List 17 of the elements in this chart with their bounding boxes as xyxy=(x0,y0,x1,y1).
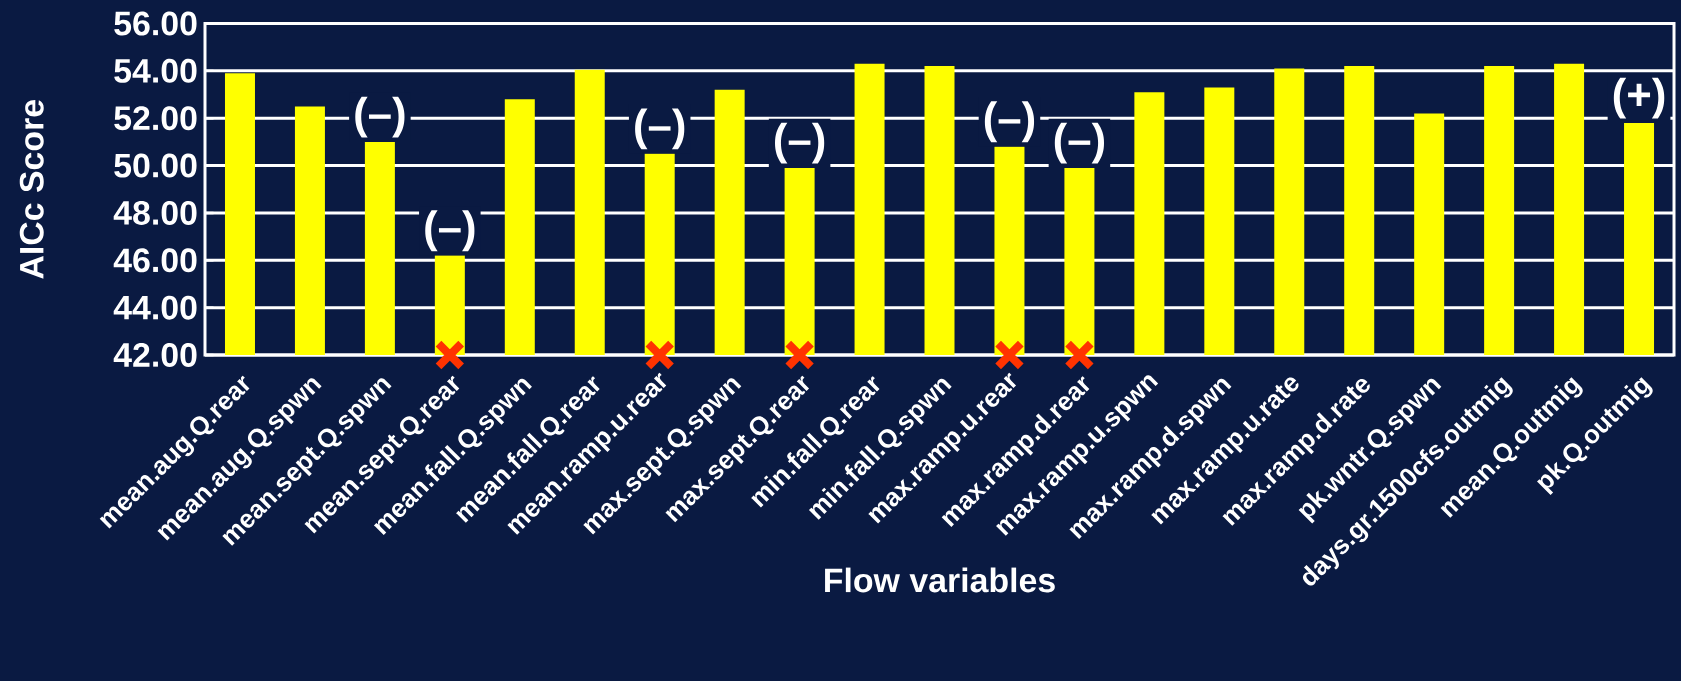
y-tick-label: 56.00 xyxy=(114,11,197,36)
y-axis-title: AICc Score xyxy=(19,100,44,279)
y-tick-label: 50.00 xyxy=(114,153,197,178)
y-tick-label: 54.00 xyxy=(114,58,197,83)
y-tick-label: 52.00 xyxy=(114,106,197,131)
annotation: (–) xyxy=(984,101,1035,143)
annotation: (–) xyxy=(355,96,405,138)
y-tick-label: 48.00 xyxy=(113,200,197,225)
annotation: (–) xyxy=(635,108,685,150)
annotation: (–) xyxy=(1054,122,1104,164)
annotation: (+) xyxy=(1613,77,1665,119)
y-tick-label: 42.00 xyxy=(113,343,197,367)
annotation: (–) xyxy=(425,210,475,252)
x-axis-title: Flow variables xyxy=(825,567,1055,593)
y-tick-label: 44.00 xyxy=(113,295,197,320)
annotation: (–) xyxy=(775,122,825,164)
y-tick-label: 46.00 xyxy=(113,248,197,273)
